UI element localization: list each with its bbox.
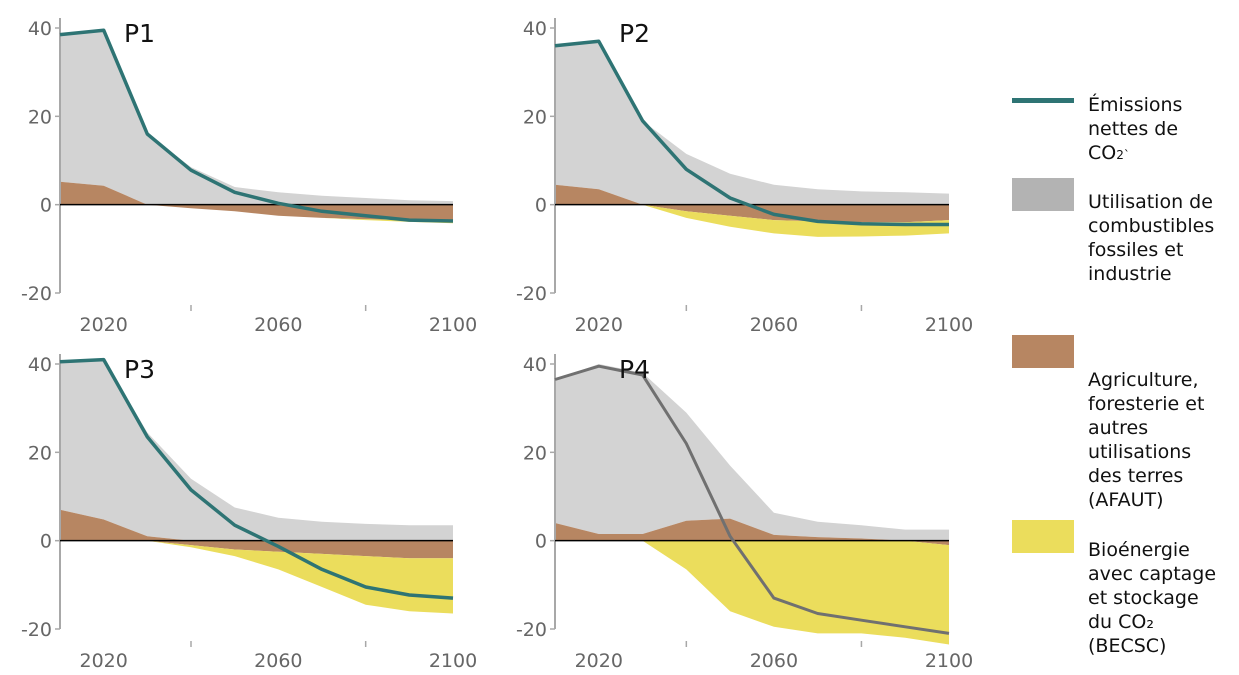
legend-label-fossil: Utilisation de combustibles fossiles et …	[1088, 191, 1215, 285]
legend-net-line3: CO	[1088, 142, 1117, 164]
afolu-area-negative	[555, 204, 949, 223]
y-tick-label: 20	[523, 106, 547, 128]
net-emissions-line	[554, 364, 950, 635]
chart-panel-p2: -20 0 20 40 2020 2060 2100 P2	[516, 18, 973, 336]
y-tick-label: 0	[535, 531, 547, 553]
panel-title: P4	[619, 355, 650, 384]
legend: Émissions nettes de CO2` Utilisation de …	[1012, 0, 1239, 675]
legend-swatch-fossil	[1012, 178, 1074, 211]
x-tick-label: 2100	[429, 314, 477, 336]
x-tick-label: 2060	[750, 650, 798, 672]
panel-title: P2	[619, 19, 650, 48]
chart-panel-p1: -20 0 20 40 2020 2060 2100 P1	[21, 18, 477, 336]
chart-panel-p3: -20 0 20 40 2020 2060 2100 P3	[21, 354, 477, 672]
legend-label-afolu: Agriculture, foresterie et autres utilis…	[1088, 369, 1205, 511]
legend-label-beccs: Bioénergie avec captage et stockage du C…	[1088, 539, 1217, 657]
y-tick-label: 40	[523, 354, 547, 376]
x-tick-label: 2100	[429, 650, 477, 672]
legend-swatch-net-emissions	[1012, 98, 1074, 103]
afolu-area-negative	[60, 540, 453, 559]
legend-net-line1: Émissions	[1088, 94, 1183, 116]
afolu-area-positive	[555, 518, 949, 541]
fossil-area	[555, 41, 949, 205]
y-tick-label: 40	[28, 18, 52, 40]
y-tick-label: 20	[28, 442, 52, 464]
y-tick-label: -20	[516, 283, 547, 305]
x-tick-label: 2020	[575, 314, 623, 336]
fossil-area	[555, 364, 949, 541]
legend-net-line2: nettes de	[1088, 118, 1179, 140]
y-tick-label: 0	[535, 195, 547, 217]
y-tick-label: 40	[28, 354, 52, 376]
net-emissions-line	[554, 39, 949, 227]
x-tick-label: 2060	[254, 314, 302, 336]
legend-net-subscript: 2`	[1116, 148, 1130, 162]
legend-swatch-afolu	[1012, 335, 1074, 368]
afolu-area-positive	[60, 509, 453, 541]
chart-panel-p4: -20 0 20 40 2020 2060 2100 P4	[516, 354, 973, 672]
x-tick-label: 2060	[254, 650, 302, 672]
panel-title: P3	[124, 355, 155, 384]
beccs-area	[555, 540, 949, 645]
y-tick-label: 20	[523, 442, 547, 464]
beccs-area	[60, 540, 453, 614]
y-tick-label: 0	[40, 531, 52, 553]
x-tick-label: 2100	[925, 650, 973, 672]
x-tick-label: 2100	[925, 314, 973, 336]
y-tick-label: 40	[523, 18, 547, 40]
legend-label-net-emissions: Émissions nettes de CO2`	[1088, 93, 1239, 167]
y-tick-label: -20	[21, 619, 52, 641]
x-tick-label: 2020	[79, 314, 127, 336]
fossil-area	[60, 358, 453, 541]
afolu-area-negative	[60, 204, 453, 221]
beccs-area	[555, 204, 949, 237]
y-tick-label: -20	[516, 619, 547, 641]
x-tick-label: 2020	[575, 650, 623, 672]
y-tick-label: 20	[28, 106, 52, 128]
net-emissions-line	[59, 28, 454, 223]
x-tick-label: 2020	[79, 650, 127, 672]
legend-swatch-beccs	[1012, 520, 1074, 553]
fossil-area	[60, 31, 453, 205]
afolu-area-positive	[60, 181, 453, 205]
afolu-area-positive	[555, 184, 949, 205]
net-emissions-line	[59, 357, 454, 600]
y-tick-label: -20	[21, 283, 52, 305]
x-tick-label: 2060	[750, 314, 798, 336]
y-tick-label: 0	[40, 195, 52, 217]
panel-title: P1	[124, 19, 155, 48]
